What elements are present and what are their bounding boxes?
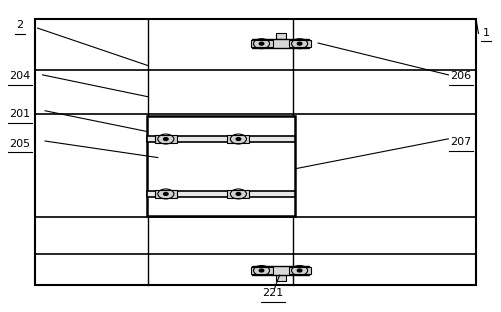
FancyBboxPatch shape <box>250 40 273 47</box>
Text: 201: 201 <box>10 109 31 119</box>
FancyBboxPatch shape <box>147 116 295 216</box>
Text: 207: 207 <box>450 137 471 147</box>
FancyBboxPatch shape <box>276 33 286 39</box>
FancyBboxPatch shape <box>250 267 273 274</box>
Text: 206: 206 <box>450 71 471 81</box>
Text: 205: 205 <box>10 139 31 149</box>
FancyBboxPatch shape <box>252 39 309 48</box>
Circle shape <box>164 138 168 140</box>
FancyBboxPatch shape <box>147 136 295 143</box>
FancyBboxPatch shape <box>155 190 177 198</box>
Circle shape <box>260 269 264 272</box>
FancyBboxPatch shape <box>252 266 309 275</box>
Text: 2: 2 <box>17 20 24 30</box>
FancyBboxPatch shape <box>227 135 249 143</box>
Circle shape <box>298 269 302 272</box>
Circle shape <box>298 42 302 45</box>
FancyBboxPatch shape <box>155 135 177 143</box>
Text: 221: 221 <box>263 288 284 298</box>
FancyBboxPatch shape <box>289 40 311 47</box>
FancyBboxPatch shape <box>276 275 286 281</box>
Circle shape <box>236 138 240 140</box>
Text: 204: 204 <box>10 71 31 81</box>
Text: 1: 1 <box>482 28 489 38</box>
FancyBboxPatch shape <box>35 19 476 285</box>
FancyBboxPatch shape <box>147 191 295 197</box>
Circle shape <box>236 193 240 195</box>
Circle shape <box>164 193 168 195</box>
FancyBboxPatch shape <box>289 267 311 274</box>
FancyBboxPatch shape <box>227 190 249 198</box>
Circle shape <box>260 42 264 45</box>
